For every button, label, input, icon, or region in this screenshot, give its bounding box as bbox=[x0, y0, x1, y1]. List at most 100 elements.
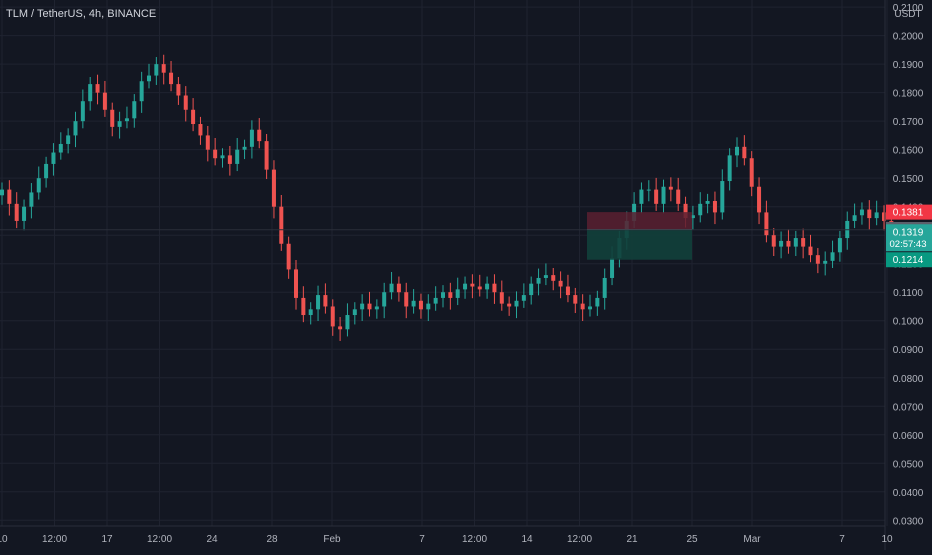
position-tool[interactable] bbox=[587, 212, 692, 260]
grid bbox=[0, 0, 888, 526]
candle bbox=[110, 102, 115, 137]
candle-body bbox=[536, 277, 541, 284]
candle bbox=[764, 200, 769, 243]
candle-body bbox=[58, 143, 63, 153]
candle-body bbox=[426, 303, 431, 310]
candle bbox=[132, 94, 137, 128]
candle bbox=[7, 180, 12, 216]
candle-body bbox=[749, 158, 754, 187]
candle-body bbox=[338, 326, 343, 330]
candle-body bbox=[830, 252, 835, 261]
candle-body bbox=[720, 181, 725, 213]
candle bbox=[367, 291, 372, 317]
candle-body bbox=[73, 121, 78, 136]
candle bbox=[44, 156, 49, 188]
candle-body bbox=[154, 64, 159, 76]
candle-body bbox=[316, 295, 321, 310]
stop-price-label: 0.1381 bbox=[893, 208, 924, 219]
candle-body bbox=[51, 152, 56, 164]
candle bbox=[565, 274, 570, 303]
candle bbox=[257, 118, 262, 149]
candle bbox=[757, 177, 762, 225]
candle-body bbox=[859, 209, 864, 216]
x-tick-label: 21 bbox=[626, 534, 638, 545]
candle-body bbox=[205, 135, 210, 150]
candle-body bbox=[874, 212, 879, 219]
candle-body bbox=[580, 303, 585, 310]
candle bbox=[448, 282, 453, 310]
x-tick-label: 12:00 bbox=[147, 534, 172, 545]
candle-body bbox=[441, 292, 445, 298]
candle bbox=[249, 120, 254, 159]
stop-zone bbox=[587, 212, 692, 230]
y-tick-label: 0.2100 bbox=[893, 3, 924, 14]
candle-body bbox=[227, 155, 232, 164]
candle-body bbox=[264, 141, 269, 170]
candle bbox=[742, 135, 747, 166]
candle-body bbox=[411, 300, 416, 307]
candle-body bbox=[477, 286, 482, 290]
candle bbox=[345, 303, 350, 337]
candle-body bbox=[654, 189, 659, 204]
target-price-label-bg bbox=[886, 252, 932, 268]
y-tick-label: 0.0500 bbox=[893, 459, 924, 470]
candle bbox=[521, 283, 526, 308]
candle bbox=[698, 192, 703, 223]
candle-body bbox=[242, 146, 247, 150]
candle-body bbox=[815, 255, 820, 264]
y-tick-label: 0.1700 bbox=[893, 117, 924, 128]
candle-body bbox=[257, 129, 262, 142]
candle bbox=[536, 268, 541, 296]
last-price-label: 0.1319 bbox=[893, 227, 924, 238]
candle bbox=[169, 61, 174, 92]
candle-body bbox=[507, 303, 512, 307]
candle bbox=[330, 299, 335, 336]
candle-body bbox=[808, 246, 813, 256]
candle bbox=[529, 276, 534, 305]
candle bbox=[507, 296, 512, 316]
x-tick-label: Feb bbox=[323, 534, 341, 545]
candle bbox=[485, 276, 490, 299]
candle-body bbox=[727, 155, 732, 182]
candle bbox=[80, 89, 85, 129]
y-tick-label: 0.1000 bbox=[893, 317, 924, 328]
candle bbox=[382, 282, 387, 319]
candle bbox=[602, 268, 607, 310]
candle-body bbox=[294, 269, 298, 298]
candle-body bbox=[455, 289, 460, 298]
candle bbox=[338, 317, 343, 341]
x-tick-label: 25 bbox=[686, 534, 698, 545]
candle bbox=[654, 177, 659, 211]
y-tick-label: 0.1900 bbox=[893, 60, 924, 71]
candle-body bbox=[198, 124, 203, 136]
candle bbox=[396, 276, 401, 302]
candle bbox=[823, 251, 828, 276]
candle bbox=[492, 274, 497, 304]
y-tick-label: 0.1100 bbox=[893, 288, 923, 299]
candle-body bbox=[22, 206, 27, 221]
candle bbox=[51, 143, 56, 176]
candle-body bbox=[36, 178, 41, 193]
x-tick-label: 7 bbox=[839, 534, 845, 545]
candle-body bbox=[610, 258, 615, 278]
candle bbox=[639, 182, 644, 214]
time-axis[interactable]: 10 12:00 17 12:00 24 28 Feb 7 12:00 14 12:00 21 25 Ma… bbox=[0, 534, 893, 545]
candle-body bbox=[271, 169, 276, 207]
candle-body bbox=[837, 238, 842, 253]
candle bbox=[213, 137, 218, 166]
candle-body bbox=[602, 277, 607, 298]
candle-body bbox=[698, 203, 703, 216]
candle bbox=[352, 302, 357, 325]
candle bbox=[573, 287, 578, 314]
candle-body bbox=[757, 186, 762, 213]
candle-body bbox=[433, 297, 438, 304]
x-tick-label: 7 bbox=[419, 534, 425, 545]
candle bbox=[735, 137, 739, 168]
last-price-label-bg bbox=[886, 224, 932, 252]
candle bbox=[286, 236, 291, 279]
candle-body bbox=[14, 203, 19, 221]
candle-body bbox=[764, 212, 769, 236]
y-tick-label: 0.0600 bbox=[893, 431, 924, 442]
